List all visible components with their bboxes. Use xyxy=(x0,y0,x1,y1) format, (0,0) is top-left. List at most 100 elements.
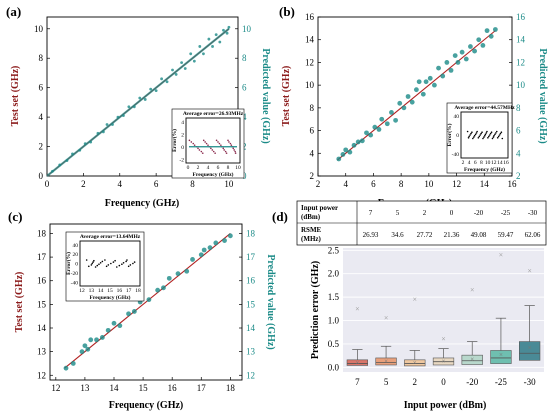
y-tick-label: 17 xyxy=(37,252,47,262)
inset-y-tick-label: 0 xyxy=(456,133,459,139)
panel-d: (d) Input power(dBm) RSME(MHz) 7 26.93 5 34.6 2… xyxy=(272,200,547,411)
error-point xyxy=(468,135,470,138)
inset-x-tick-label: 10 xyxy=(485,160,491,166)
y-tick-label: 2 xyxy=(310,171,315,181)
box xyxy=(375,357,397,366)
data-point xyxy=(347,149,353,155)
mean-marker: × xyxy=(499,351,503,359)
error-point xyxy=(132,262,134,265)
inset-x-tick-label: 8 xyxy=(227,165,230,171)
inset-x-tick-label: 18 xyxy=(135,288,141,294)
y-tick-label: 8 xyxy=(39,53,44,63)
y-right-tick-label: 8 xyxy=(516,103,521,113)
error-point xyxy=(200,150,203,153)
inset-x-tick-label: 16 xyxy=(117,288,123,294)
data-point xyxy=(423,79,429,85)
data-point xyxy=(171,68,174,72)
data-point xyxy=(409,99,415,105)
error-point xyxy=(481,131,483,133)
inset-x-label: Frequency (GHz) xyxy=(464,166,505,173)
reference-line xyxy=(337,30,496,161)
panel-label: (c) xyxy=(8,209,22,224)
data-point xyxy=(198,45,202,48)
error-point xyxy=(487,137,489,139)
error-point xyxy=(110,262,112,265)
x-tick-label: 12 xyxy=(452,179,461,189)
error-point xyxy=(215,139,218,142)
error-point xyxy=(479,134,482,136)
data-point xyxy=(368,132,374,138)
data-point xyxy=(218,40,222,44)
x-tick-label: 16 xyxy=(508,179,518,189)
inset-x-tick-label: 12 xyxy=(491,160,497,166)
outlier-marker: × xyxy=(441,335,446,344)
error-point xyxy=(470,132,472,135)
panel-a: (a)024681000224466881010Frequency (GHz)T… xyxy=(6,4,271,209)
y-axis-label: Prediction error (GHz) xyxy=(310,261,321,359)
table-cell: -25 xyxy=(501,209,511,217)
mean-marker: × xyxy=(355,359,359,367)
data-point xyxy=(127,105,131,109)
error-point xyxy=(104,259,106,261)
error-point xyxy=(133,261,136,263)
x-tick-label: 0 xyxy=(441,377,446,387)
table-cell: 21.36 xyxy=(444,231,460,239)
y-right-tick-label: 12 xyxy=(246,370,255,380)
error-point xyxy=(485,132,488,134)
y-right-tick-label: 12 xyxy=(516,57,525,67)
outlier-marker: × xyxy=(384,314,389,323)
error-point xyxy=(220,144,222,146)
data-point xyxy=(222,238,227,243)
error-point xyxy=(129,264,132,266)
x-axis-label: Frequency (GHz) xyxy=(109,400,184,411)
table-cell: 62.06 xyxy=(525,231,541,239)
data-point xyxy=(476,37,482,43)
table-cell: -30 xyxy=(528,209,538,217)
error-point xyxy=(90,264,93,266)
data-point xyxy=(492,27,498,32)
y-right-tick-label: 14 xyxy=(516,35,526,45)
error-point xyxy=(188,139,191,142)
data-point xyxy=(440,73,446,79)
data-point xyxy=(372,124,378,130)
inset-y-label: Error(%) xyxy=(446,123,453,146)
x-tick-label: 2 xyxy=(413,377,418,387)
error-point xyxy=(202,139,205,142)
error-point xyxy=(501,137,504,140)
error-point xyxy=(480,132,482,135)
data-point xyxy=(155,287,161,293)
outlier-marker: × xyxy=(499,251,504,260)
data-point xyxy=(416,79,422,85)
data-point xyxy=(480,42,486,48)
data-point xyxy=(161,285,166,291)
box xyxy=(519,341,541,361)
inset-y-tick-label: 4 xyxy=(181,120,184,126)
error-point xyxy=(472,137,474,140)
data-point xyxy=(397,100,403,106)
inset-x-tick-label: 4 xyxy=(468,160,471,166)
y-right-tick-label: 4 xyxy=(516,148,521,158)
inset-y-tick-label: 2 xyxy=(181,132,184,138)
y-right-tick-label: 6 xyxy=(242,83,247,93)
inset-x-tick-label: 2 xyxy=(197,165,200,171)
error-point xyxy=(222,147,225,150)
data-point xyxy=(174,73,178,76)
mean-marker: × xyxy=(384,357,388,365)
error-point xyxy=(475,132,478,134)
x-tick-label: 16 xyxy=(168,383,178,393)
x-axis-label: Frequency (GHz) xyxy=(105,198,180,209)
x-tick-label: -30 xyxy=(524,377,536,387)
y-axis-label: Test set (GHz) xyxy=(10,66,21,127)
error-point xyxy=(484,134,486,137)
data-point xyxy=(427,75,433,81)
error-point xyxy=(483,136,485,138)
error-point xyxy=(121,263,123,266)
data-point xyxy=(207,245,213,251)
inset-x-tick-label: 12 xyxy=(79,288,85,294)
x-tick-label: 0 xyxy=(45,179,50,189)
x-axis-label: Input power (dBm) xyxy=(404,400,487,411)
data-point xyxy=(79,349,85,355)
outlier-marker: × xyxy=(470,286,475,295)
error-point xyxy=(192,142,195,145)
